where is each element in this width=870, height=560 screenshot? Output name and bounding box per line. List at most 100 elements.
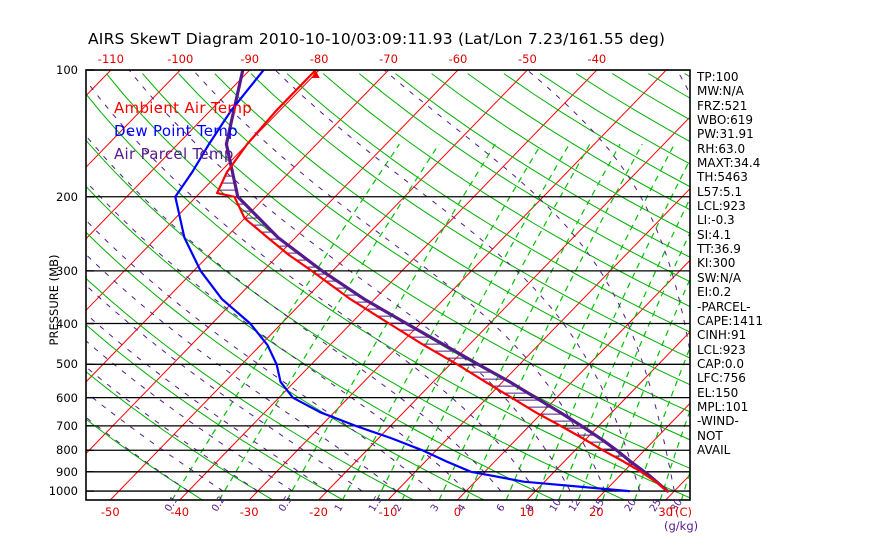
plot-border bbox=[85, 69, 691, 501]
isotherm-line bbox=[0, 70, 41, 500]
bottom-temp-tick-label--10: -10 bbox=[378, 505, 398, 519]
isotherm-line bbox=[595, 402, 690, 500]
index-wbo: WBO:619 bbox=[697, 113, 754, 128]
legend-air-parcel-temp: Air Parcel Temp bbox=[114, 145, 234, 163]
index-frz: FRZ:521 bbox=[697, 98, 748, 113]
pressure-tick-label-900: 900 bbox=[56, 464, 78, 479]
bottom-temp-tick-label--40: -40 bbox=[170, 505, 190, 519]
bottom-temp-tick-label-30: 30 bbox=[658, 505, 674, 519]
mixing-ratio-unit-label: (g/kg) bbox=[664, 519, 699, 533]
index-tp: TP:100 bbox=[697, 70, 739, 84]
index-el: EL:150 bbox=[697, 385, 739, 400]
top-temp-tick-label--90: -90 bbox=[240, 52, 260, 66]
pressure-tick-label-600: 600 bbox=[56, 390, 78, 405]
wind-status-not: NOT bbox=[697, 428, 723, 443]
top-temp-tick-label--80: -80 bbox=[309, 52, 329, 66]
mixing-ratio-line bbox=[438, 143, 621, 500]
wind-section-header: -WIND- bbox=[697, 414, 739, 429]
index-mw: MW:N/A bbox=[697, 84, 744, 99]
bottom-temp-tick-label--20: -20 bbox=[309, 505, 328, 519]
bottom-temp-tick-label-0: 0 bbox=[453, 505, 462, 519]
moist-adiabat-line bbox=[383, 70, 675, 492]
indices-panel: TP:100 MW:N/A FRZ:521 WBO:619 PW:31.91 R… bbox=[697, 70, 807, 457]
pressure-tick-label-200: 200 bbox=[56, 189, 78, 204]
dry-adiabat-line bbox=[395, 73, 690, 258]
mixing-ratio-line bbox=[171, 143, 400, 500]
isotherm-line bbox=[179, 70, 598, 500]
index-ki: KI:300 bbox=[697, 256, 736, 271]
index-l57: L57:5.1 bbox=[697, 184, 743, 199]
dry-adiabat-line bbox=[142, 73, 690, 441]
dry-adiabat-line bbox=[503, 73, 690, 188]
moist-adiabat-line bbox=[86, 180, 467, 492]
isotherm-line bbox=[318, 116, 690, 500]
dew-point-temp-curve bbox=[174, 70, 631, 493]
dry-adiabat-line bbox=[86, 93, 690, 499]
dry-adiabat-line bbox=[467, 73, 690, 211]
air-parcel-temp-curve bbox=[224, 70, 670, 493]
top-temp-tick-label--100: -100 bbox=[167, 52, 194, 66]
ambient-curve-top-arrow bbox=[311, 70, 320, 78]
dry-adiabat-line bbox=[358, 73, 690, 283]
bottom-temp-tick-label-20: 20 bbox=[588, 505, 604, 519]
top-temp-tick-label--60: -60 bbox=[448, 52, 468, 66]
pressure-tick-label-1000: 1000 bbox=[48, 484, 78, 499]
index-cape: CAPE:1411 bbox=[697, 313, 763, 328]
moist-adiabat-line bbox=[86, 284, 363, 492]
dry-adiabat-line bbox=[322, 73, 690, 308]
dry-adiabat-line bbox=[250, 73, 690, 359]
moist-adiabat-line bbox=[86, 416, 189, 492]
page-title: AIRS SkewT Diagram 2010-10-10/03:09:11.9… bbox=[88, 30, 666, 48]
moist-adiabat-line bbox=[86, 79, 536, 492]
mixing-ratio-line bbox=[505, 143, 675, 500]
index-cinh: CINH:91 bbox=[697, 328, 747, 343]
index-tt: TT:36.9 bbox=[697, 242, 741, 257]
moist-adiabat-line bbox=[86, 219, 432, 492]
top-temp-tick-label--110: -110 bbox=[97, 52, 124, 66]
profile-curves-layer bbox=[174, 70, 670, 493]
dry-adiabat-line bbox=[286, 73, 690, 333]
legend-ambient-air-temp: Ambient Air Temp bbox=[114, 99, 253, 117]
mixing-ratio-line bbox=[558, 197, 690, 500]
moist-adiabat-line bbox=[526, 70, 690, 355]
pressure-tick-label-500: 500 bbox=[56, 357, 78, 372]
moist-adiabat-line bbox=[192, 70, 606, 492]
moist-adiabat-line bbox=[128, 70, 571, 492]
legend-dew-point-temp: Dew Point Temp bbox=[114, 122, 239, 140]
index-mpl: MPL:101 bbox=[697, 399, 749, 414]
index-cap: CAP:0.0 bbox=[697, 356, 744, 371]
isotherm-line bbox=[248, 70, 667, 500]
index-sw: SW:N/A bbox=[697, 270, 742, 285]
dry-adiabat-line bbox=[178, 73, 690, 413]
index-maxt: MAXT:34.4 bbox=[697, 156, 761, 171]
moist-adiabat-line bbox=[86, 313, 328, 492]
index-parcel-lcl: LCL:923 bbox=[697, 342, 746, 357]
pressure-tick-label-300: 300 bbox=[56, 263, 78, 278]
dry-adiabat-line bbox=[86, 324, 344, 500]
isotherm-line bbox=[457, 259, 690, 500]
isotherm-line bbox=[109, 70, 528, 500]
top-temp-tick-label--50: -50 bbox=[517, 52, 537, 66]
bottom-temp-tick-label--30: -30 bbox=[239, 505, 259, 519]
parcel-section-header: -PARCEL- bbox=[697, 299, 751, 314]
index-lcl: LCL:923 bbox=[697, 199, 746, 214]
bottom-temp-tick-label--50: -50 bbox=[100, 505, 120, 519]
pressure-tick-label-400: 400 bbox=[56, 316, 78, 331]
index-th: TH:5463 bbox=[697, 170, 748, 185]
dry-adiabat-line bbox=[86, 139, 626, 500]
isotherm-line bbox=[86, 70, 251, 240]
pressure-tick-label-800: 800 bbox=[56, 443, 78, 458]
index-rh: RH:63.0 bbox=[697, 141, 746, 156]
index-pw: PW:31.91 bbox=[697, 127, 754, 142]
bottom-temp-tick-label-10: 10 bbox=[519, 505, 535, 519]
pressure-tick-label-100: 100 bbox=[56, 63, 78, 77]
top-temp-tick-label--40: -40 bbox=[587, 52, 607, 66]
index-ei: EI:0.2 bbox=[697, 285, 732, 300]
wind-status-avail: AVAIL bbox=[697, 442, 731, 457]
ambient-air-temp-curve bbox=[216, 70, 669, 493]
moist-adiabat-line bbox=[86, 253, 398, 492]
index-li: LI:-0.3 bbox=[697, 213, 735, 228]
isotherm-line bbox=[526, 331, 690, 500]
